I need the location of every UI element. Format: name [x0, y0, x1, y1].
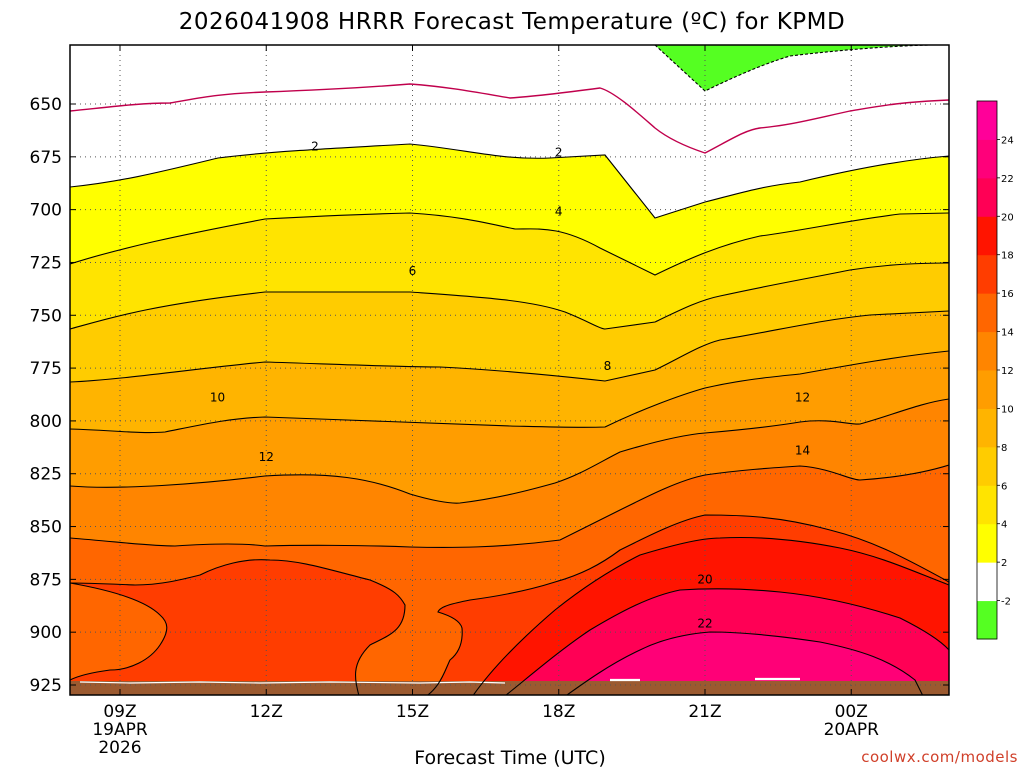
- x-tick-label: 18Z: [542, 702, 575, 722]
- colorbar-label: 12: [1001, 366, 1014, 377]
- y-tick-label: 900: [30, 623, 62, 643]
- y-tick-label: 800: [30, 412, 62, 432]
- y-tick-label: 775: [30, 359, 62, 379]
- contour-label: 2: [311, 139, 319, 153]
- y-tick-label: 850: [30, 518, 62, 538]
- colorbar-swatch: [977, 600, 997, 640]
- colorbar-label: 2: [1001, 558, 1007, 569]
- plot-frame: [69, 44, 950, 696]
- colorbar-swatch: [977, 370, 997, 409]
- colorbar-swatch: [977, 101, 997, 140]
- colorbar-label: 24: [1001, 135, 1014, 146]
- colorbar-label: 6: [1001, 481, 1007, 492]
- colorbar-label: 14: [1001, 328, 1014, 339]
- colorbar-swatch: [977, 523, 997, 563]
- colorbar-label: 18: [1001, 251, 1014, 262]
- contour-12-line: [70, 398, 949, 504]
- colorbar-swatch: [977, 216, 997, 256]
- chart-title: 2026041908 HRRR Forecast Temperature (ºC…: [179, 9, 845, 35]
- contour-label: 10: [210, 391, 225, 405]
- x-tick-label: 12Z: [250, 702, 283, 722]
- x-axis-title: Forecast Time (UTC): [414, 747, 605, 768]
- contour-label: 8: [604, 359, 612, 373]
- colorbar-swatch: [977, 254, 997, 294]
- contour-minus2-line: [654, 45, 931, 92]
- colorbar-label: 22: [1001, 174, 1014, 185]
- contour-2-line: [70, 143, 949, 219]
- colorbar-swatch: [977, 331, 997, 371]
- contour-14-line: [70, 464, 949, 548]
- contour-label: 6: [409, 264, 417, 278]
- filled-contour-regions: [70, 45, 949, 695]
- band-below-minus2: [655, 45, 930, 91]
- contour-8-line: [70, 310, 949, 383]
- ground-strip: [70, 681, 949, 695]
- contour-label: 2: [555, 146, 563, 160]
- y-tick-label: 700: [30, 201, 62, 221]
- colorbar-swatch: [977, 408, 997, 448]
- contour-label: 12: [795, 391, 810, 405]
- contour-label: 4: [555, 205, 563, 219]
- y-tick-label: 650: [30, 95, 62, 115]
- colorbar-label: 20: [1001, 212, 1014, 223]
- y-tick-label: 675: [30, 148, 62, 168]
- contour-16-line: [70, 514, 949, 695]
- band-22-plus: [566, 632, 923, 695]
- colorbar-swatch: [977, 177, 997, 217]
- colorbar-label: 8: [1001, 443, 1007, 454]
- colorbar-label: 4: [1001, 520, 1007, 531]
- colorbar-swatch: [977, 562, 997, 602]
- colorbar-swatch: [977, 139, 997, 179]
- ground-top-edge: [79, 681, 506, 684]
- contour-6-line: [70, 262, 949, 330]
- y-tick-label: 875: [30, 570, 62, 590]
- x-tick-sublabel: 2026: [98, 738, 141, 758]
- y-tick-label: 925: [30, 676, 62, 696]
- y-axis: 650 675 700 725 750 775 800 825 850 875 900 925: [30, 95, 949, 696]
- colorbar-label: 10: [1001, 404, 1014, 415]
- x-tick-label: 09Z: [103, 702, 136, 722]
- contour-label: 12: [259, 450, 274, 464]
- contour-lines: [70, 45, 949, 695]
- x-tick-label: 21Z: [688, 702, 721, 722]
- x-tick-sublabel: 19APR: [92, 720, 148, 740]
- colorbar-label: -2: [1001, 597, 1011, 608]
- y-tick-label: 725: [30, 253, 62, 273]
- contour-zero-line: [70, 83, 949, 154]
- y-tick-label: 825: [30, 465, 62, 485]
- contour-label: 20: [697, 572, 712, 586]
- credit-text: coolwx.com/models: [861, 748, 1018, 766]
- x-tick-sublabel: 20APR: [824, 720, 880, 740]
- contour-label: 22: [697, 617, 712, 631]
- x-tick-label: 15Z: [396, 702, 429, 722]
- contour-4-line: [70, 212, 949, 276]
- contour-22-line: [566, 631, 924, 695]
- ground-white-marks: [610, 677, 800, 682]
- contour-20-line: [505, 588, 949, 695]
- contour-10-line: [70, 350, 949, 434]
- colorbar-swatch: [977, 485, 997, 525]
- contour-18-line: [472, 536, 949, 695]
- contour-label: 14: [795, 443, 810, 457]
- colorbar-swatch: [977, 293, 997, 333]
- grid-lines: [70, 45, 949, 695]
- y-tick-label: 750: [30, 306, 62, 326]
- colorbar-swatch: [977, 446, 997, 486]
- colorbar-label: 16: [1001, 289, 1014, 300]
- x-tick-label: 00Z: [835, 702, 868, 722]
